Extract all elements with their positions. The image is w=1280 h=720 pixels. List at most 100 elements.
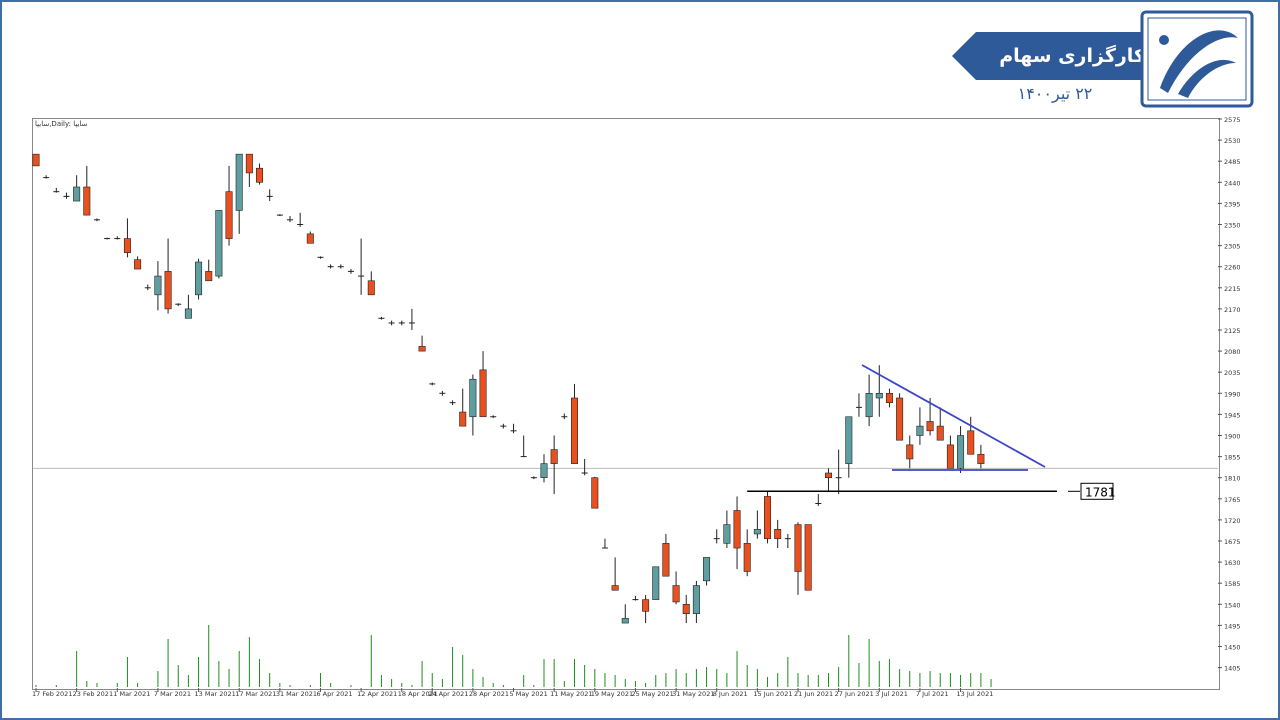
candle-up <box>753 528 761 535</box>
price-tick-label: 1630 <box>1224 559 1241 567</box>
price-tick-label: 2530 <box>1224 137 1241 145</box>
candle-down <box>824 472 832 478</box>
date-label: 15 Jun 2021 <box>753 690 792 698</box>
candle-up <box>957 435 965 469</box>
price-tick-label: 1900 <box>1224 433 1241 441</box>
candle-down <box>774 528 782 539</box>
date-label: 25 May 2021 <box>631 690 673 698</box>
candle-down <box>642 599 650 612</box>
price-tick-label: 1720 <box>1224 517 1241 525</box>
date-label: 5 May 2021 <box>510 690 548 698</box>
chart-symbol-label: سایپا,Daily: سایپا <box>35 120 88 128</box>
candle-up <box>540 463 548 478</box>
date-label: 27 Jun 2021 <box>835 690 874 698</box>
price-tick-label: 2305 <box>1224 243 1241 251</box>
candle-down <box>804 524 812 591</box>
date-label: 11 May 2021 <box>550 690 592 698</box>
date-label: 13 Mar 2021 <box>195 690 236 698</box>
candle-down <box>611 585 619 591</box>
date-label: 17 Mar 2021 <box>235 690 276 698</box>
brokerage-logo <box>1140 10 1254 108</box>
candle-down <box>946 444 954 469</box>
date-label: 23 Feb 2021 <box>73 690 113 698</box>
candle-down <box>123 238 131 253</box>
candle-down <box>743 543 751 572</box>
candle-down <box>936 425 944 441</box>
candle-down <box>906 444 914 460</box>
candle-down <box>570 397 578 464</box>
date-label: 6 Apr 2021 <box>316 690 352 698</box>
candle-up <box>235 153 243 211</box>
candle-down <box>256 167 264 183</box>
price-tick-label: 1855 <box>1224 454 1241 462</box>
candle-down <box>83 186 91 216</box>
price-tick-label: 2260 <box>1224 264 1241 272</box>
price-tick-label: 2575 <box>1224 116 1241 124</box>
candle-down <box>896 397 904 441</box>
candle-up <box>845 416 853 464</box>
brand-banner <box>952 32 1166 80</box>
candle-down <box>418 346 426 352</box>
candle-up <box>875 392 883 399</box>
date-label: 31 Mar 2021 <box>276 690 317 698</box>
candle-down <box>977 453 985 464</box>
price-tick-label: 2080 <box>1224 348 1241 356</box>
candle-down <box>794 524 802 572</box>
candle-up <box>652 566 660 600</box>
candle-down <box>926 421 934 432</box>
brand-title: کارگزاری سهام بارز <box>999 45 1145 103</box>
candle-up <box>916 425 924 436</box>
candle-down <box>591 477 599 509</box>
price-tick-label: 2350 <box>1224 222 1241 230</box>
candle-down <box>672 585 680 603</box>
candle-up <box>692 585 700 614</box>
price-tick-label: 1585 <box>1224 580 1241 588</box>
date-label: 3 Jul 2021 <box>875 690 908 698</box>
candle-down <box>367 280 375 296</box>
price-tick-label: 2395 <box>1224 200 1241 208</box>
candle-up <box>703 557 711 582</box>
candle-down <box>32 153 40 167</box>
candle-up <box>621 618 629 624</box>
date-label: 7 Jul 2021 <box>916 690 949 698</box>
candle-down <box>134 259 142 270</box>
date-label: 19 May 2021 <box>591 690 633 698</box>
price-tick-label: 2125 <box>1224 327 1241 335</box>
support-label-text: 1781 <box>1085 485 1116 499</box>
candle-up <box>865 392 873 418</box>
price-tick-label: 1405 <box>1224 665 1241 673</box>
date-label: 7 Mar 2021 <box>154 690 191 698</box>
candle-down <box>967 430 975 455</box>
candle-up <box>215 210 223 277</box>
candle-down <box>306 233 314 244</box>
date-label: 24 Apr 2021 <box>428 690 468 698</box>
candle-down <box>245 153 253 174</box>
date-label: 21 Jun 2021 <box>794 690 833 698</box>
price-tick-label: 1450 <box>1224 644 1241 652</box>
candle-up <box>184 308 192 319</box>
date-label: 17 Feb 2021 <box>32 690 72 698</box>
price-tick-label: 1540 <box>1224 601 1241 609</box>
price-tick-label: 2485 <box>1224 158 1241 166</box>
date-label: 1 Mar 2021 <box>113 690 150 698</box>
report-date: ۲۲ تیر۱۴۰۰ <box>1017 84 1093 103</box>
candle-down <box>682 603 690 614</box>
candle-down <box>550 449 558 464</box>
price-tick-label: 2170 <box>1224 306 1241 314</box>
candle-down <box>764 496 772 539</box>
date-label: 12 Apr 2021 <box>357 690 397 698</box>
price-tick-label: 1675 <box>1224 538 1241 546</box>
candle-up <box>723 524 731 544</box>
date-label: 8 Jun 2021 <box>713 690 748 698</box>
candle-up <box>195 261 203 296</box>
support-label-box <box>1080 482 1114 500</box>
price-tick-label: 2035 <box>1224 369 1241 377</box>
date-label: 18 Apr 2021 <box>398 690 438 698</box>
date-label: 31 May 2021 <box>672 690 714 698</box>
candle-down <box>164 271 172 310</box>
candle-down <box>479 369 487 418</box>
price-tick-label: 1765 <box>1224 496 1241 504</box>
price-tick-label: 1495 <box>1224 622 1241 630</box>
